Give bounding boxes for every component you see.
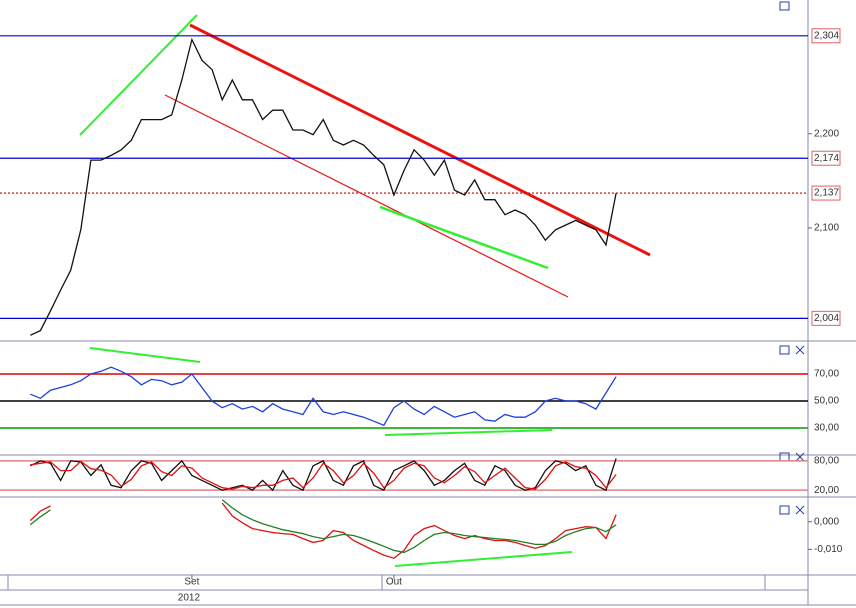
level-label-box [811,185,841,201]
series-line [30,37,617,336]
trend-lines [79,14,651,567]
series-line [30,366,617,427]
level-label: 2,004 [814,313,839,324]
level-label: 20,00 [814,485,839,496]
x-tick-label: Set [184,577,199,588]
level-label: 70,00 [814,369,839,380]
y-tick-label: 2,100 [814,223,839,234]
level-label-box [811,28,841,44]
level-label: 30,00 [814,423,839,434]
level-label-box [811,310,841,326]
series-line [29,499,617,554]
level-label: 2,304 [814,30,839,41]
series-line [29,502,617,559]
x-tick-label: Out [386,577,402,588]
series-line [30,458,617,492]
y-tick-label: -0,010 [814,544,843,555]
y-tick-label: 2,200 [814,128,839,139]
level-label: 2,137 [814,188,839,199]
y-tick-label: 0,000 [814,516,839,527]
level-label: 50,00 [814,396,839,407]
x-period-label: 2012 [178,593,201,604]
level-label: 80,00 [814,456,839,467]
series-line [30,460,617,490]
level-label-box [811,150,841,166]
level-label: 2,174 [814,153,839,164]
